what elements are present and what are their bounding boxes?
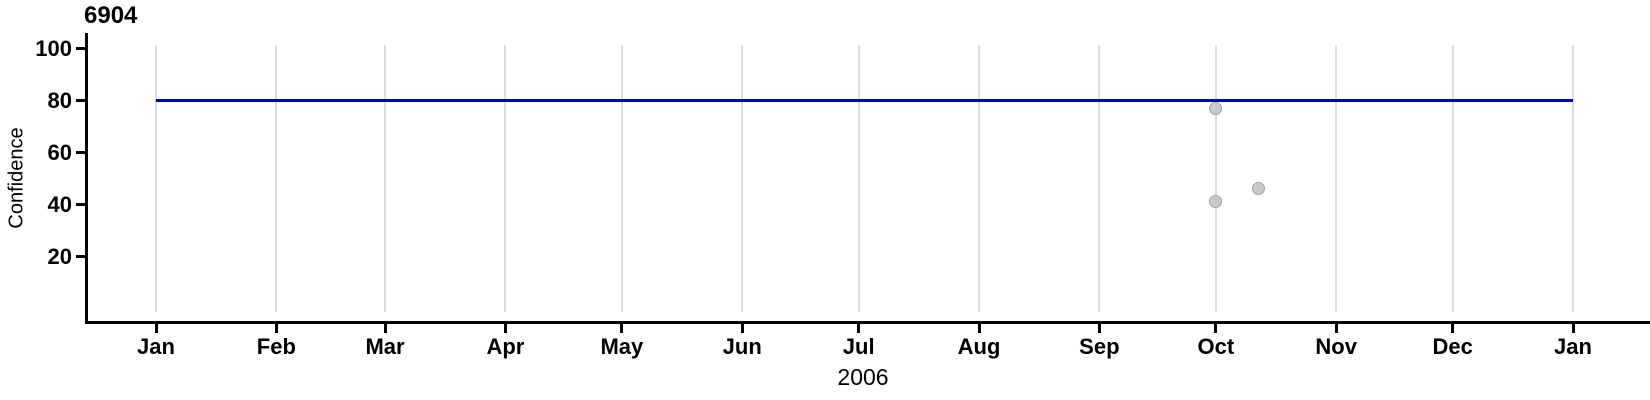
- month-gridline-sep-8: [1098, 45, 1101, 312]
- data-point-2: [1252, 182, 1266, 196]
- x-tick-label-mar-2: Mar: [365, 334, 405, 359]
- x-tick-apr-3: [503, 324, 507, 333]
- y-tick-100: [76, 47, 85, 50]
- y-tick-40: [76, 203, 85, 206]
- x-tick-label-may-4: May: [600, 334, 644, 359]
- y-tick-60: [76, 151, 85, 154]
- month-gridline-feb-1: [275, 45, 278, 312]
- x-tick-sep-8: [1097, 324, 1101, 333]
- x-tick-mar-2: [383, 324, 387, 333]
- month-gridline-jul-6: [857, 45, 860, 312]
- x-tick-label-feb-1: Feb: [256, 334, 296, 359]
- x-tick-label-jun-5: Jun: [722, 334, 762, 359]
- month-gridline-jun-5: [741, 45, 744, 312]
- y-tick-label-60: 60: [47, 139, 72, 165]
- y-tick-label-40: 40: [47, 191, 72, 217]
- y-tick-20: [76, 255, 85, 258]
- x-tick-may-4: [620, 324, 624, 333]
- month-gridline-jan-0: [155, 45, 157, 312]
- reference-line-80: [156, 99, 1573, 102]
- x-tick-oct-9: [1214, 324, 1218, 333]
- y-tick-80: [76, 99, 85, 102]
- month-gridline-jan-12: [1572, 45, 1574, 312]
- month-gridline-aug-7: [978, 45, 981, 312]
- x-axis-line: [85, 321, 1650, 324]
- x-tick-label-apr-3: Apr: [486, 334, 525, 359]
- x-tick-feb-1: [274, 324, 278, 333]
- x-axis-title: 2006: [837, 364, 889, 390]
- y-tick-label-20: 20: [47, 243, 72, 269]
- y-axis-line: [85, 33, 88, 324]
- y-tick-label-100: 100: [35, 35, 72, 61]
- month-gridline-may-4: [620, 45, 623, 312]
- month-gridline-mar-2: [384, 45, 387, 312]
- x-tick-label-oct-9: Oct: [1197, 334, 1235, 359]
- x-tick-label-aug-7: Aug: [957, 334, 1001, 359]
- y-tick-label-80: 80: [47, 87, 72, 113]
- month-gridline-dec-11: [1451, 45, 1454, 312]
- x-tick-jan-12: [1571, 324, 1575, 333]
- x-tick-label-jan-12: Jan: [1554, 334, 1592, 359]
- x-tick-label-dec-11: Dec: [1432, 334, 1473, 359]
- x-tick-jul-6: [857, 324, 861, 333]
- x-tick-jun-5: [740, 324, 744, 333]
- data-point-1: [1209, 195, 1223, 209]
- x-tick-label-jan-0: Jan: [137, 334, 175, 359]
- x-tick-label-jul-6: Jul: [842, 334, 875, 359]
- data-point-0: [1209, 101, 1223, 115]
- x-tick-dec-11: [1451, 324, 1455, 333]
- month-gridline-nov-10: [1335, 45, 1338, 312]
- x-tick-jan-0: [154, 324, 158, 333]
- month-gridline-apr-3: [504, 45, 507, 312]
- x-tick-nov-10: [1334, 324, 1338, 333]
- chart-title: 6904: [84, 2, 138, 29]
- x-tick-aug-7: [977, 324, 981, 333]
- x-tick-label-sep-8: Sep: [1079, 334, 1120, 359]
- x-tick-label-nov-10: Nov: [1315, 334, 1357, 359]
- month-gridline-oct-9: [1214, 45, 1217, 312]
